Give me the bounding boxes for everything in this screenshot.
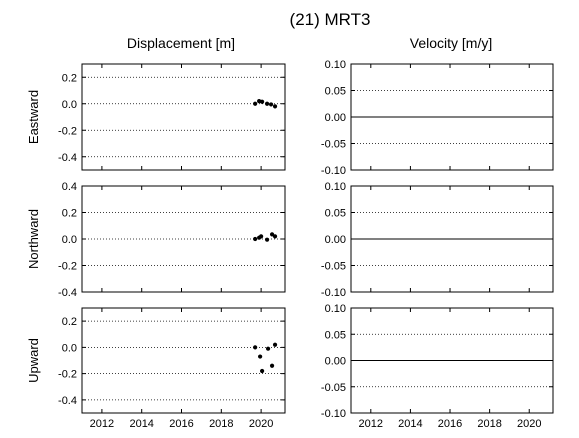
data-point	[264, 237, 270, 242]
x-tick-label: 2012	[359, 418, 383, 430]
data-point	[253, 236, 258, 242]
x-tick-label: 2018	[209, 418, 233, 430]
data-point	[272, 104, 278, 109]
y-tick-label: -0.05	[321, 139, 346, 151]
row-title-northward: Northward	[26, 209, 41, 269]
data-point	[268, 102, 274, 107]
y-tick-label: 0.0	[62, 99, 77, 111]
y-tick-label: 0.00	[325, 356, 346, 368]
y-tick-label: 0.00	[325, 112, 346, 124]
column-title-displacement: Displacement [m]	[127, 35, 235, 51]
data-point	[258, 354, 263, 359]
y-tick-label: 0.05	[325, 86, 346, 98]
column-title-velocity: Velocity [m/y]	[410, 35, 492, 51]
data-point	[260, 368, 265, 374]
panel-eastward-displacement: 0.2 0.0 -0.2 -0.4	[58, 63, 286, 171]
y-tick-label: 0.05	[325, 329, 346, 341]
y-tick-label: -0.2	[58, 261, 77, 273]
x-tick-label: 2016	[169, 418, 193, 430]
panel-upward-velocity: 0.10 0.05 0.00 -0.05 -0.10 2012 2014 2016 2018 20…	[321, 303, 554, 430]
y-tick-label: 0.10	[325, 303, 346, 315]
panel-eastward-velocity: 0.10 0.05 0.00 -0.05 -0.10	[321, 59, 554, 177]
y-tick-label: -0.10	[321, 287, 346, 299]
y-tick-label: 0.00	[325, 234, 346, 246]
data-point	[253, 101, 258, 106]
x-tick-label: 2018	[477, 418, 501, 430]
y-tick-label: -0.4	[58, 287, 77, 299]
y-tick-label: 0.0	[62, 342, 77, 354]
y-tick-label: -0.05	[321, 382, 346, 394]
x-tick-label: 2020	[517, 418, 541, 430]
y-tick-label: 0.10	[325, 59, 346, 71]
x-tick-label: 2012	[90, 418, 114, 430]
y-tick-label: -0.05	[321, 261, 346, 273]
y-tick-label: -0.2	[58, 369, 77, 381]
y-tick-label: 0.2	[62, 208, 77, 220]
data-point	[259, 234, 264, 239]
data-point	[260, 99, 265, 104]
panel-northward-velocity: 0.10 0.05 0.00 -0.05 -0.10	[321, 181, 554, 299]
data-point	[272, 234, 278, 239]
x-tick-label: 2014	[129, 418, 153, 430]
y-tick-label: -0.10	[321, 408, 346, 420]
x-tick-label: 2016	[438, 418, 462, 430]
data-point	[272, 342, 278, 347]
data-point	[264, 101, 270, 106]
data-point	[269, 363, 275, 368]
y-tick-label: -0.2	[58, 125, 77, 137]
data-point	[269, 232, 275, 237]
data-point	[253, 345, 258, 350]
y-tick-label: 0.2	[62, 316, 77, 328]
y-tick-label: 0.2	[62, 72, 77, 84]
row-title-upward: Upward	[26, 338, 41, 383]
plot-frame	[81, 307, 286, 414]
plot-frame	[81, 63, 286, 171]
y-tick-label: -0.4	[58, 395, 77, 407]
panel-upward-displacement: 0.2 0.0 -0.2 -0.4 2012 2014 2016 2018 2020	[58, 307, 286, 430]
panels: Eastward Northward Upward 0.2 0.0 -0.2 -0.4 0.1…	[26, 59, 554, 430]
row-title-eastward: Eastward	[26, 90, 41, 144]
x-tick-label: 2014	[398, 418, 422, 430]
y-tick-label: -0.10	[321, 165, 346, 177]
data-point	[265, 346, 271, 351]
y-tick-label: 0.05	[325, 208, 346, 220]
y-tick-label: 0.10	[325, 181, 346, 193]
y-tick-label: -0.4	[58, 152, 77, 164]
y-tick-label: 0.0	[62, 234, 77, 246]
y-tick-label: 0.4	[62, 181, 77, 193]
panel-northward-displacement: 0.4 0.2 0.0 -0.2 -0.4	[58, 181, 286, 299]
x-tick-label: 2020	[249, 418, 273, 430]
chart-title: (21) MRT3	[290, 10, 371, 29]
